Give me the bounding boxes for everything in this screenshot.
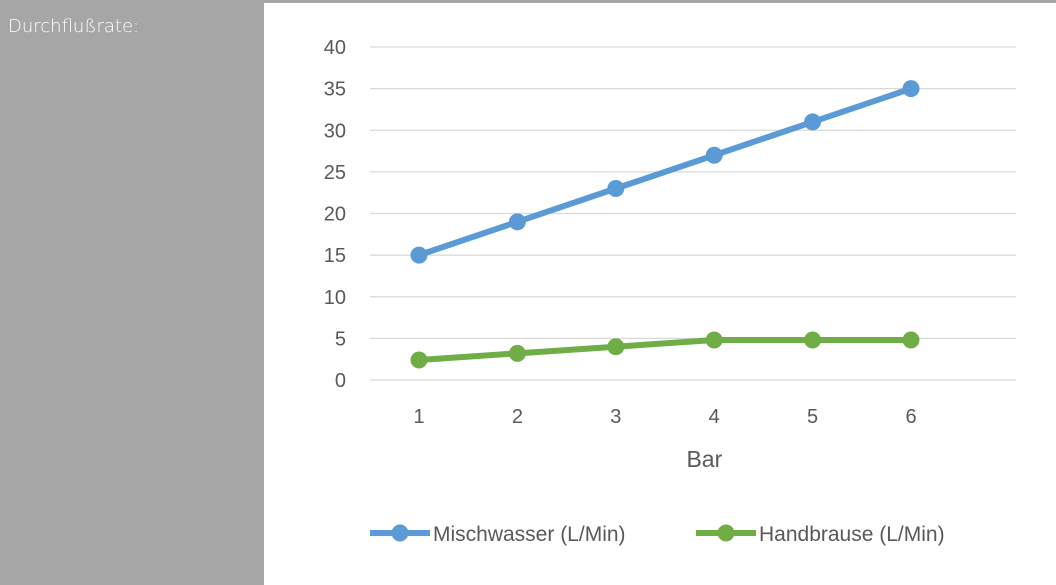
- y-tick-label: 30: [324, 120, 346, 142]
- data-point: [705, 331, 723, 349]
- legend-item: Handbrause (L/Min): [696, 523, 945, 546]
- data-point: [410, 351, 428, 369]
- x-tick-label: 5: [807, 406, 818, 428]
- y-tick-label: 35: [324, 79, 346, 101]
- x-tick-label: 3: [610, 406, 621, 428]
- data-point: [508, 344, 526, 362]
- legend-label: Handbrause (L/Min): [759, 523, 945, 546]
- data-point: [902, 80, 920, 98]
- data-point: [804, 331, 822, 349]
- legend-swatch-marker: [391, 524, 409, 542]
- legend: Mischwasser (L/Min) Handbrause (L/Min): [370, 523, 945, 546]
- data-point: [508, 213, 526, 231]
- y-tick-label: 20: [324, 204, 346, 226]
- x-tick-label: 6: [905, 406, 916, 428]
- y-tick-label: 40: [324, 37, 346, 59]
- series-1: [410, 80, 920, 264]
- y-tick-label: 10: [324, 287, 346, 309]
- data-point: [410, 246, 428, 264]
- y-axis-ticks: 0 5 10 15 20 25 30 35 40: [324, 37, 346, 392]
- x-tick-label: 2: [512, 406, 523, 428]
- series-layer: [410, 80, 920, 369]
- series-2: [410, 331, 920, 369]
- line-chart: 0 5 10 15 20 25 30 35 40 1 2 3 4 5 6 Bar Mischwasser …: [324, 37, 1016, 546]
- y-tick-label: 15: [324, 245, 346, 267]
- top-divider: [264, 0, 1056, 3]
- x-tick-label: 1: [413, 406, 424, 428]
- flow-rate-label: Durchflußrate:: [8, 16, 140, 37]
- series-line: [416, 337, 914, 364]
- sidebar-panel: Durchflußrate:: [0, 0, 264, 585]
- y-tick-label: 5: [335, 328, 346, 350]
- legend-item: Mischwasser (L/Min): [370, 523, 626, 546]
- data-point: [607, 180, 625, 198]
- gridlines: [370, 46, 1016, 381]
- data-point: [902, 331, 920, 349]
- x-axis-ticks: 1 2 3 4 5 6: [413, 406, 916, 428]
- legend-swatch-marker: [717, 524, 735, 542]
- data-point: [705, 146, 723, 164]
- series-line: [416, 85, 914, 259]
- data-point: [804, 113, 822, 131]
- chart-container: 0 5 10 15 20 25 30 35 40 1 2 3 4 5 6 Bar Mischwasser …: [264, 3, 1056, 585]
- y-tick-label: 0: [335, 370, 346, 392]
- legend-label: Mischwasser (L/Min): [433, 523, 626, 546]
- y-tick-label: 25: [324, 162, 346, 184]
- x-tick-label: 4: [709, 406, 720, 428]
- x-axis-label: Bar: [686, 446, 722, 472]
- data-point: [607, 338, 625, 356]
